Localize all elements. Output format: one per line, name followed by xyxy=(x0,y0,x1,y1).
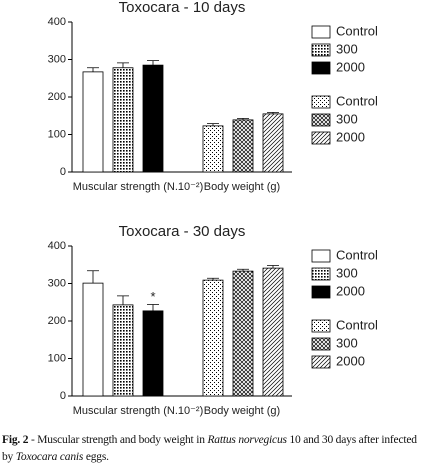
legend-label: 2000 xyxy=(336,59,365,74)
legend-swatch xyxy=(311,43,331,57)
caption-label: Fig. 2 xyxy=(2,434,29,446)
legend-label: 300 xyxy=(336,41,358,56)
bar xyxy=(262,267,284,397)
legend-label: 2000 xyxy=(336,129,365,144)
y-tick-label: 400 xyxy=(48,16,66,28)
legend-swatch xyxy=(311,25,331,39)
y-tick-label: 100 xyxy=(48,128,66,140)
caption-species: Rattus norvegicus xyxy=(207,434,287,446)
bar xyxy=(202,125,224,173)
error-bar xyxy=(237,268,249,272)
y-tick-label: 0 xyxy=(60,390,66,402)
error-bar xyxy=(117,62,129,68)
legend-label: Control xyxy=(336,317,378,332)
y-tick-label: 200 xyxy=(48,315,66,327)
chart-title: Toxocara - 10 days xyxy=(119,0,246,16)
error-bar xyxy=(267,265,279,269)
caption-text: - Muscular strength and body weight in xyxy=(28,434,208,446)
x-category-label: Body weight (g) xyxy=(204,181,280,193)
y-tick-label: 100 xyxy=(48,352,66,364)
caption-species: Toxocara canis xyxy=(15,451,84,463)
legend-swatch xyxy=(311,285,331,299)
caption-text: eggs. xyxy=(83,451,109,463)
legend-label: 300 xyxy=(336,335,358,350)
error-bar xyxy=(207,123,219,126)
legend-swatch xyxy=(311,319,331,333)
error-bar xyxy=(117,295,129,305)
legend-label: 300 xyxy=(336,265,358,280)
error-bar xyxy=(87,67,99,72)
error-bar xyxy=(147,304,159,311)
legend-label: Control xyxy=(336,93,378,108)
y-tick-label: 300 xyxy=(48,53,66,65)
bar xyxy=(112,67,134,173)
legend-label: Control xyxy=(336,247,378,262)
error-bar xyxy=(147,60,159,66)
bar xyxy=(142,64,164,173)
error-bar xyxy=(87,270,99,284)
bar xyxy=(202,279,224,397)
chart-title: Toxocara - 30 days xyxy=(119,223,246,240)
y-tick-label: 200 xyxy=(48,91,66,103)
legend-label: 2000 xyxy=(336,283,365,298)
caption: Fig. 2 - Muscular strength and body weig… xyxy=(2,432,426,466)
legend-swatch xyxy=(311,95,331,109)
legend-swatch xyxy=(311,355,331,369)
bar xyxy=(82,71,104,173)
annotation: * xyxy=(150,289,155,304)
legend-swatch xyxy=(311,61,331,75)
legend-label: Control xyxy=(336,23,378,38)
y-tick-label: 400 xyxy=(48,240,66,252)
error-bar xyxy=(237,117,249,120)
legend-swatch xyxy=(311,337,331,351)
legend-swatch xyxy=(311,113,331,127)
bar xyxy=(142,310,164,397)
legend-swatch xyxy=(311,267,331,281)
error-bar xyxy=(207,277,219,281)
x-category-label: Muscular strength (N.10⁻²) xyxy=(73,181,204,193)
x-category-label: Body weight (g) xyxy=(204,405,280,417)
y-tick-label: 300 xyxy=(48,277,66,289)
bar xyxy=(82,282,104,397)
legend-label: 2000 xyxy=(336,353,365,368)
bar xyxy=(112,304,134,397)
figure: Toxocara - 10 days 0 100 200 300 400 Muscular … xyxy=(48,0,378,417)
legend-swatch xyxy=(311,249,331,263)
bar xyxy=(232,119,254,173)
legend-label: 300 xyxy=(336,111,358,126)
error-bar xyxy=(267,111,279,114)
y-tick-label: 0 xyxy=(60,166,66,178)
legend-swatch xyxy=(311,131,331,145)
bar xyxy=(232,270,254,397)
caption-text: 10 and 30 days after infected by xyxy=(2,434,417,463)
x-category-label: Muscular strength (N.10⁻²) xyxy=(73,405,204,417)
bar xyxy=(262,113,284,173)
